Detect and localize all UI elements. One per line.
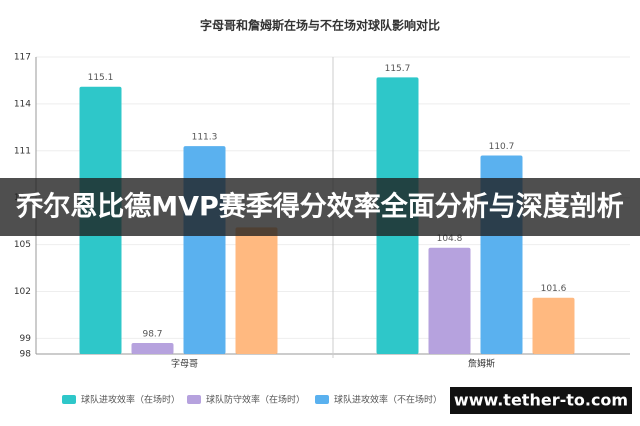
value-label: 104.8 <box>437 234 463 244</box>
legend-label: 球队进攻效率（不在场时） <box>334 394 442 406</box>
y-tick-label: 98 <box>20 350 32 360</box>
x-tick-label: 詹姆斯 <box>468 358 495 370</box>
value-label: 110.7 <box>489 142 515 152</box>
bar <box>428 247 471 354</box>
legend-swatch <box>187 395 201 404</box>
bar <box>131 343 174 354</box>
bar <box>235 227 278 354</box>
value-label: 101.6 <box>541 284 567 294</box>
y-tick-label: 114 <box>14 99 31 109</box>
legend-swatch <box>62 395 76 404</box>
watermark: www.tether-to.com <box>454 391 628 410</box>
value-label: 115.1 <box>88 73 114 83</box>
legend-swatch <box>315 395 329 404</box>
y-tick-label: 102 <box>14 287 31 297</box>
bar <box>183 146 226 354</box>
x-tick-label: 字母哥 <box>171 358 198 370</box>
headline-banner <box>0 178 640 236</box>
legend-label: 球队进攻效率（在场时） <box>81 394 180 406</box>
legend-label: 球队防守效率（在场时） <box>206 394 305 406</box>
y-tick-label: 99 <box>20 334 32 344</box>
y-tick-label: 117 <box>14 53 31 63</box>
value-label: 111.3 <box>192 133 218 143</box>
y-tick-label: 105 <box>14 240 31 250</box>
value-label: 98.7 <box>142 330 162 340</box>
chart-title: 字母哥和詹姆斯在场与不在场对球队影响对比 <box>200 18 440 33</box>
value-label: 115.7 <box>385 64 411 74</box>
y-tick-label: 111 <box>14 146 31 156</box>
bar <box>532 297 575 354</box>
headline: 乔尔恩比德MVP赛季得分效率全面分析与深度剖析 <box>15 191 624 223</box>
watermark-box <box>450 387 632 414</box>
